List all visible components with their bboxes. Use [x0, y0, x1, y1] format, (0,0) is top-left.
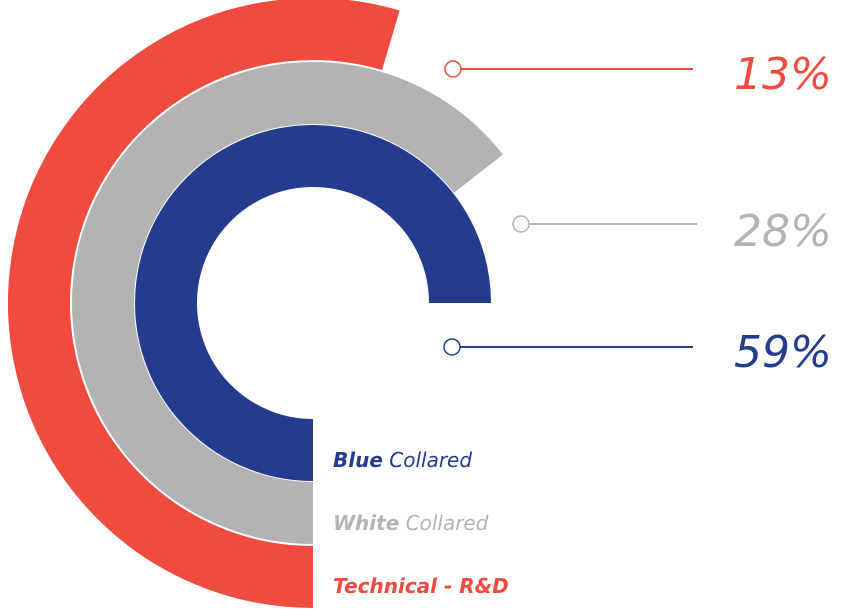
legend-technical-bold: Technical - R&D — [333, 574, 509, 598]
arc-blue-collared — [135, 125, 491, 481]
arc-technical-rd — [8, 0, 400, 608]
legend-blue-bold: Blue — [333, 448, 383, 472]
legend-blue-collared: Blue Collared — [333, 448, 472, 472]
arc-white-collared — [72, 62, 503, 544]
percent-label-blue-collared: 59% — [734, 327, 832, 378]
legend-white-collared: White Collared — [333, 511, 489, 535]
percent-label-technical-rd: 13% — [734, 49, 832, 100]
leader-marker-technical-rd — [444, 60, 462, 78]
percent-label-white-collared: 28% — [734, 206, 832, 257]
leader-marker-blue-collared — [443, 338, 461, 356]
legend-white-rest: Collared — [399, 511, 488, 535]
legend-technical-rd: Technical - R&D — [333, 574, 509, 598]
legend-blue-rest: Collared — [383, 448, 472, 472]
leader-marker-white-collared — [512, 215, 530, 233]
legend-white-bold: White — [333, 511, 399, 535]
